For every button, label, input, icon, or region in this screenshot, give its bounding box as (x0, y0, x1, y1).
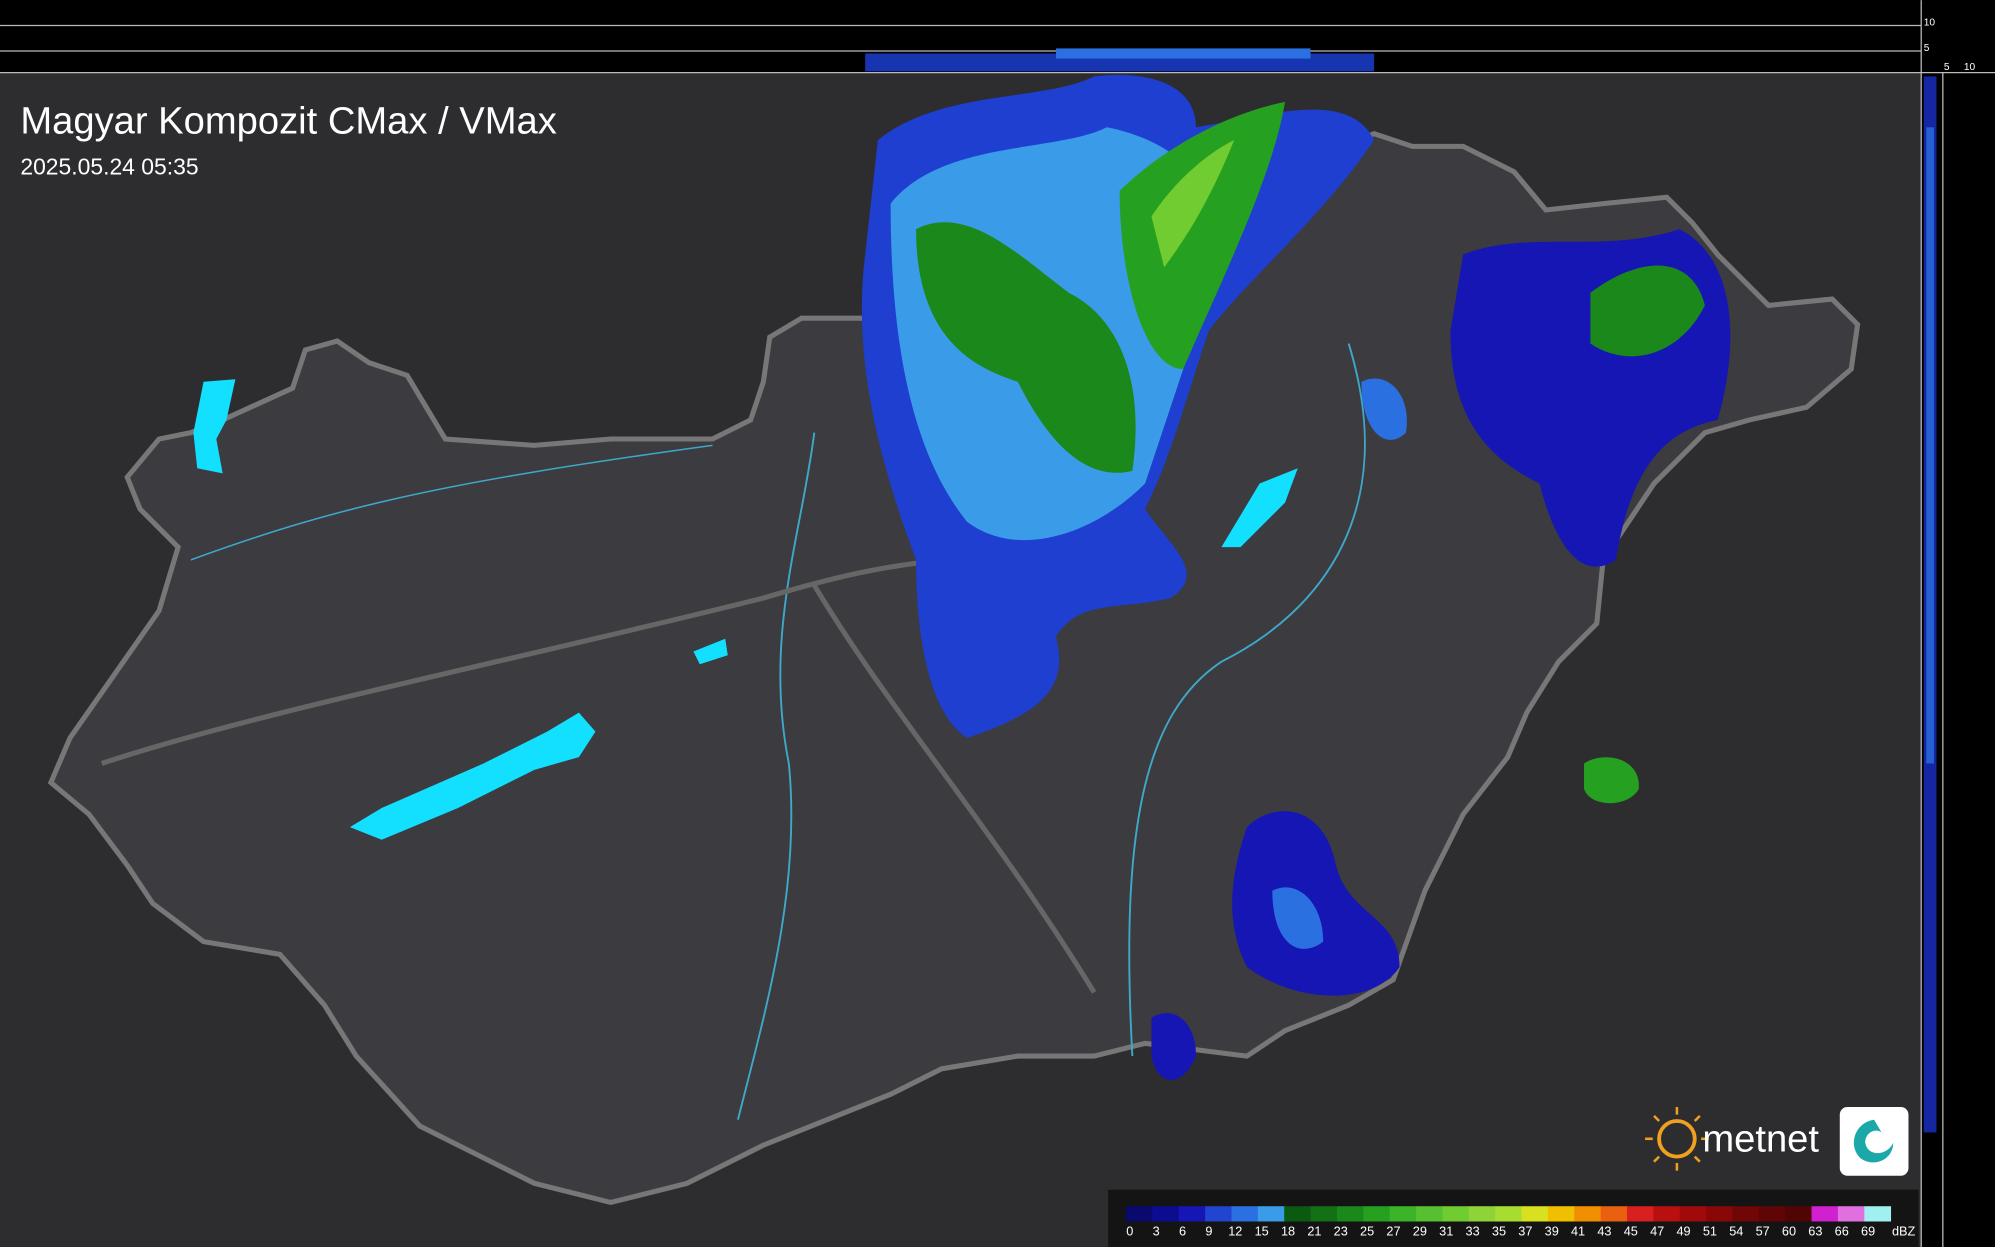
legend-swatch (1495, 1206, 1522, 1222)
side-scale: 10 5 5 10 (1924, 18, 1976, 74)
side-x-label: 10 (1964, 62, 1976, 73)
logo: metnet (1645, 1106, 1909, 1176)
legend-swatch (1310, 1206, 1338, 1222)
legend-swatch (1284, 1206, 1311, 1222)
radar-echo (1361, 378, 1407, 440)
legend-swatch (1785, 1206, 1812, 1222)
legend-swatch (1811, 1206, 1839, 1222)
radar-echo (1151, 140, 1235, 268)
legend: 0 3 6 9 12 15 18 21 23 25 27 29 31 33 35 37 39 41 43 45 47 49… (1126, 1206, 1915, 1238)
radar-echo (1272, 887, 1324, 949)
legend-swatch (1257, 1206, 1285, 1222)
legend-label: 27 (1386, 1223, 1400, 1238)
river (737, 432, 816, 1120)
legend-swatch (1837, 1206, 1865, 1222)
legend-label: 29 (1413, 1223, 1427, 1238)
legend-swatch (1758, 1206, 1786, 1222)
sun-icon (1657, 1119, 1697, 1159)
logo-badge (1839, 1106, 1909, 1176)
lake (349, 712, 596, 840)
legend-label: 60 (1782, 1223, 1796, 1238)
side-x-label: 5 (1944, 62, 1950, 73)
lake (693, 638, 728, 665)
legend-label: 0 (1126, 1223, 1133, 1238)
legend-swatch (1336, 1206, 1364, 1222)
legend-label: 47 (1650, 1223, 1664, 1238)
legend-label: 45 (1624, 1223, 1638, 1238)
river (190, 444, 713, 561)
legend-label: 21 (1307, 1223, 1321, 1238)
legend-swatch (1706, 1206, 1733, 1222)
legend-swatch (1389, 1206, 1417, 1222)
legend-label: 37 (1518, 1223, 1532, 1238)
radar-echo (1584, 757, 1639, 804)
legend-label: 66 (1835, 1223, 1849, 1238)
legend-swatch (1600, 1206, 1628, 1222)
legend-label: 25 (1360, 1223, 1374, 1238)
strip-echo (1056, 48, 1311, 59)
sun-rays (1645, 1106, 1709, 1171)
legend-swatch (1205, 1206, 1232, 1222)
legend-swatch (1126, 1206, 1153, 1222)
river (1128, 343, 1366, 1057)
radar-echo (1232, 811, 1400, 996)
road (812, 584, 1097, 994)
radar-echo (916, 222, 1136, 473)
legend-label: 54 (1729, 1223, 1743, 1238)
legend-swatch (1521, 1206, 1549, 1222)
legend-label: 63 (1808, 1223, 1822, 1238)
map-title: Magyar Kompozit CMax / VMax (20, 100, 556, 143)
logo-text: metnet (1702, 1118, 1819, 1161)
legend-swatch (1152, 1206, 1180, 1222)
legend-label: 35 (1492, 1223, 1506, 1238)
legend-swatch (1732, 1206, 1760, 1222)
map-timestamp: 2025.05.24 05:35 (20, 153, 198, 179)
legend-swatch (1178, 1206, 1206, 1222)
legend-label: 31 (1439, 1223, 1453, 1238)
legend-swatch (1626, 1206, 1654, 1222)
logo-swirl (1853, 1119, 1894, 1163)
strip-echo (1926, 127, 1934, 764)
legend-unit: dBZ (1892, 1223, 1916, 1238)
legend-swatch (1231, 1206, 1259, 1222)
legend-label: 41 (1571, 1223, 1585, 1238)
radar-echo (1151, 1013, 1196, 1080)
radar-echo (1590, 265, 1705, 357)
side-y-label: 5 (1924, 43, 1930, 54)
legend-label: 9 (1205, 1223, 1212, 1238)
legend-label: 15 (1255, 1223, 1269, 1238)
legend-label: 23 (1334, 1223, 1348, 1238)
legend-label: 51 (1703, 1223, 1717, 1238)
legend-label: 18 (1281, 1223, 1295, 1238)
legend-swatch (1574, 1206, 1602, 1222)
legend-label: 57 (1756, 1223, 1770, 1238)
legend-label: 39 (1545, 1223, 1559, 1238)
legend-label: 69 (1861, 1223, 1875, 1238)
legend-label: 3 (1153, 1223, 1160, 1238)
legend-label: 49 (1676, 1223, 1690, 1238)
legend-swatch (1363, 1206, 1391, 1222)
legend-swatch (1653, 1206, 1681, 1222)
side-y-label: 10 (1924, 18, 1936, 29)
legend-label: 43 (1597, 1223, 1611, 1238)
legend-swatch (1416, 1206, 1443, 1222)
legend-swatch (1679, 1206, 1707, 1222)
legend-swatch (1442, 1206, 1470, 1222)
legend-swatch (1547, 1206, 1575, 1222)
legend-label: 33 (1466, 1223, 1480, 1238)
lake (193, 379, 236, 474)
radar-echo (1119, 101, 1286, 370)
legend-label: 12 (1228, 1223, 1242, 1238)
legend-label: 6 (1179, 1223, 1186, 1238)
legend-swatch (1864, 1206, 1892, 1222)
lake (1221, 468, 1298, 548)
legend-swatch (1468, 1206, 1496, 1222)
